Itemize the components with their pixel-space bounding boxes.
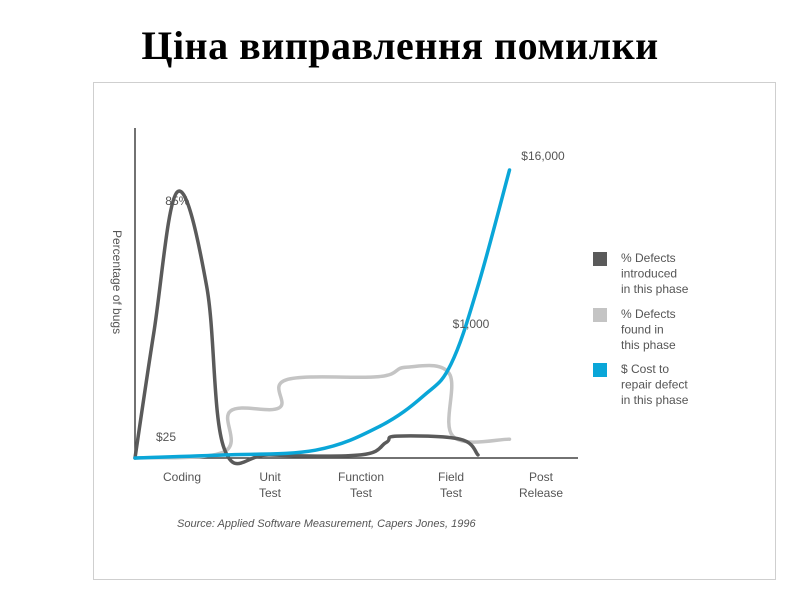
x-tick-label-line: Post: [529, 470, 554, 484]
y-axis-label: Percentage of bugs: [110, 230, 124, 334]
x-tick-label-line: Test: [440, 486, 463, 500]
legend-label-line: introduced: [621, 267, 677, 281]
x-tick-label-line: Release: [519, 486, 563, 500]
annotation-cost-16000: $16,000: [521, 149, 565, 163]
slide-title: Ціна виправлення помилки: [141, 23, 659, 68]
legend-label-line: % Defects: [621, 251, 676, 265]
legend-swatch-0: [593, 252, 607, 266]
legend-label-line: in this phase: [621, 282, 689, 296]
legend-label-0: % Defects introduced in this phase: [621, 251, 689, 296]
x-tick-label-line: Test: [259, 486, 282, 500]
legend-label-line: % Defects: [621, 307, 676, 321]
legend-swatch-1: [593, 308, 607, 322]
x-tick-label: Post Release: [519, 470, 563, 500]
x-tick-label-line: Unit: [259, 470, 281, 484]
x-tick-label: Field Test: [438, 470, 464, 500]
series-line-2: [133, 168, 512, 460]
series-line-0: [133, 189, 480, 466]
legend-label-2: $ Cost to repair defect in this phase: [621, 362, 689, 407]
chart-source: Source: Applied Software Measurement, Ca…: [177, 518, 476, 530]
chart-frame: [93, 82, 776, 580]
legend-label-1: % Defects found in this phase: [621, 307, 676, 352]
legend-label-line: repair defect: [621, 378, 688, 392]
legend-label-line: $ Cost to: [621, 362, 669, 376]
legend-label-line: this phase: [621, 338, 676, 352]
legend-label-line: in this phase: [621, 393, 689, 407]
x-tick-label: Unit Test: [259, 470, 282, 500]
x-tick-label-line: Test: [350, 486, 373, 500]
series-line-1: [133, 363, 512, 460]
legend-label-line: found in: [621, 323, 664, 337]
chart-legend: % Defects introduced in this phase% Defect…: [593, 251, 689, 407]
chart-series: [133, 168, 512, 466]
x-tick-label-line: Field: [438, 470, 464, 484]
x-tick-label-line: Function: [338, 470, 384, 484]
x-tick-label: Coding: [163, 470, 201, 484]
x-tick-label-line: Coding: [163, 470, 201, 484]
x-tick-label: Function Test: [338, 470, 384, 500]
annotation-cost-1000: $1,000: [453, 317, 490, 331]
chart-annotations: 85% $25 $1,000 $16,000: [156, 149, 565, 444]
annotation-cost-25: $25: [156, 430, 176, 444]
legend-swatch-2: [593, 363, 607, 377]
annotation-85-percent: 85%: [165, 194, 189, 208]
